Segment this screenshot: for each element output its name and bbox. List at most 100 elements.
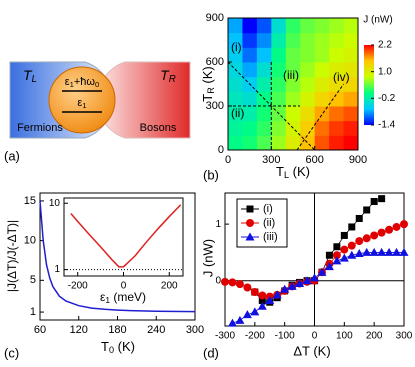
heatmap-cell (329, 62, 345, 78)
level-label: ε1+ħω0 (65, 76, 100, 89)
label-part: (meV) (110, 290, 146, 304)
marker (258, 291, 267, 300)
marker (295, 279, 305, 288)
x-tick-label: 900 (349, 154, 367, 166)
marker (370, 197, 378, 205)
legend: (i) (ii) (iii) (236, 198, 288, 248)
heatmap-cell (242, 135, 258, 151)
marker (362, 234, 371, 243)
marker (400, 220, 408, 229)
subscript: 1 (70, 80, 74, 89)
heatmap-cell (285, 18, 301, 34)
marker (325, 251, 333, 259)
marker (369, 247, 379, 256)
heatmap-cell (314, 120, 330, 136)
heatmap-cells (228, 18, 359, 151)
marker (354, 249, 364, 258)
heatmap-cell (285, 47, 301, 63)
heatmap-cell (256, 18, 272, 34)
marker (246, 219, 254, 227)
heatmap-cell (228, 91, 243, 107)
x-tick-label: 200 (366, 331, 383, 342)
y-tick-label: 1 (54, 264, 60, 275)
colorbar-tick-label: 2.2 (378, 40, 392, 51)
temperature-left: TL (23, 67, 37, 85)
heatmap-cell (256, 47, 272, 63)
heatmap-cell (343, 62, 359, 78)
heatmap-cell (242, 106, 258, 122)
marker (250, 288, 259, 297)
marker (377, 228, 386, 237)
y-tick-label: 10 (24, 235, 36, 247)
heatmap-cell (314, 32, 330, 48)
legend-label: (i) (263, 203, 273, 215)
marker (332, 251, 341, 260)
heatmap-cell (228, 47, 243, 63)
marker (347, 250, 357, 259)
heatmap-cell (242, 18, 258, 34)
x-tick-label: -200 (245, 331, 265, 342)
x-tick-label: -300 (215, 331, 235, 342)
heatmap-cell (314, 135, 330, 151)
heatmap-cell (242, 62, 258, 78)
x-tick-label: 0 (225, 154, 231, 166)
subscript: 1 (82, 101, 86, 110)
heatmap-cell (314, 62, 330, 78)
marker (333, 243, 341, 251)
heatmap-cell (314, 91, 330, 107)
marker (392, 222, 401, 231)
marker (399, 247, 409, 256)
marker (258, 297, 266, 305)
marker (355, 214, 363, 222)
heatmap-cell (300, 47, 316, 63)
x-tick-label: -200 (68, 281, 88, 292)
heatmap-cell (228, 76, 243, 92)
y-tick-label: 1 (30, 306, 36, 318)
x-axis-label: ΔT (K) (293, 343, 330, 358)
subscript: L (32, 74, 37, 85)
heatmap-cell (256, 32, 272, 48)
heatmap-cell (271, 62, 287, 78)
heatmap-cell (329, 120, 345, 136)
marker (245, 232, 255, 241)
heatmap-cell (285, 32, 301, 48)
subscript: R (206, 87, 216, 94)
heatmap-cell (300, 91, 316, 107)
panel-label: (c) (4, 345, 19, 360)
y-tick-label: 10 (49, 198, 61, 209)
marker (257, 301, 267, 310)
label-part: (K) (200, 66, 215, 87)
heatmap-cell (300, 135, 316, 151)
marker (302, 276, 312, 285)
marker (339, 253, 349, 262)
heatmap-cell (329, 18, 345, 34)
plot-frame (227, 17, 359, 151)
marker (310, 273, 319, 282)
x-tick-label: 600 (305, 154, 323, 166)
x-tick-label: 120 (70, 324, 88, 336)
x-tick-label: 0 (312, 331, 318, 342)
heatmap-cell (343, 76, 359, 92)
inset-background (64, 198, 183, 276)
guide-line (227, 61, 316, 151)
x-tick-label: 180 (108, 324, 126, 336)
x-tick-label: 200 (161, 281, 178, 292)
heatmap-cell (285, 91, 301, 107)
heatmap-cell (242, 47, 258, 63)
x-tick-label: 300 (396, 331, 413, 342)
marker (287, 281, 297, 290)
heatmap-cell (228, 120, 243, 136)
heatmap-cell (329, 32, 345, 48)
label-part: +ħω (74, 76, 96, 88)
marker (370, 231, 379, 240)
heatmap-cell (285, 62, 301, 78)
colorbar-tick-label: -0.2 (378, 93, 396, 104)
y-tick-label: 0 (215, 275, 221, 286)
label-part: T (276, 164, 284, 179)
heatmap-cell (300, 62, 316, 78)
heatmap-cell (329, 91, 345, 107)
y-tick-label: 600 (206, 56, 224, 68)
heatmap-cell (343, 18, 359, 34)
